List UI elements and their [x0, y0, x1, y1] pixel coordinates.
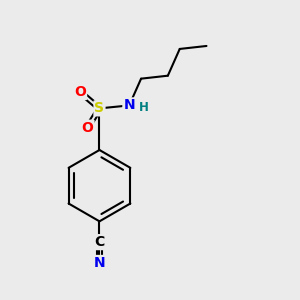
Text: S: S	[94, 101, 104, 116]
Text: O: O	[82, 121, 94, 135]
Text: H: H	[139, 101, 148, 114]
Text: C: C	[94, 235, 105, 249]
Text: N: N	[123, 98, 135, 112]
Text: O: O	[74, 85, 86, 99]
Text: N: N	[94, 256, 105, 270]
